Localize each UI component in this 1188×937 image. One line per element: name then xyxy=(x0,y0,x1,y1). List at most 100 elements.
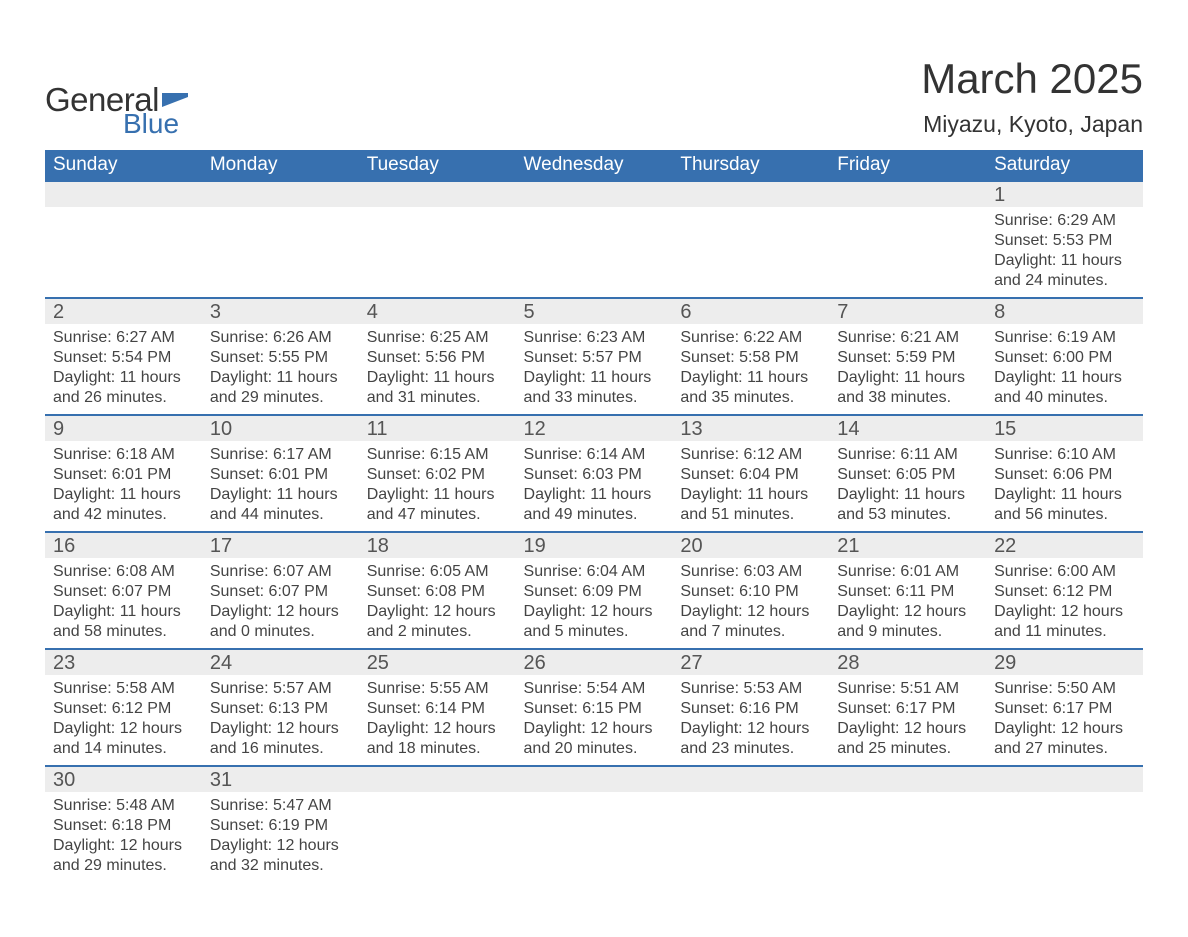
day-d1: Daylight: 11 hours xyxy=(367,485,508,505)
day-number-cell: 18 xyxy=(359,532,516,558)
day-number-cell: 15 xyxy=(986,415,1143,441)
day-d1: Daylight: 11 hours xyxy=(994,251,1135,271)
day-sunset: Sunset: 6:01 PM xyxy=(53,465,194,485)
day-sunset: Sunset: 6:17 PM xyxy=(837,699,978,719)
day-d2: and 31 minutes. xyxy=(367,388,508,408)
day-number: 2 xyxy=(45,299,202,324)
day-number-cell: 28 xyxy=(829,649,986,675)
day-number: 28 xyxy=(829,650,986,675)
day-number-cell: 9 xyxy=(45,415,202,441)
empty-cell xyxy=(45,181,202,207)
day-number-cell: 14 xyxy=(829,415,986,441)
day-sunrise: Sunrise: 5:58 AM xyxy=(53,679,194,699)
day-sunset: Sunset: 6:12 PM xyxy=(994,582,1135,602)
day-d2: and 56 minutes. xyxy=(994,505,1135,525)
day-number-cell: 19 xyxy=(516,532,673,558)
day-number-cell: 27 xyxy=(672,649,829,675)
day-number: 26 xyxy=(516,650,673,675)
day-number: 12 xyxy=(516,416,673,441)
day-sunrise: Sunrise: 6:14 AM xyxy=(524,445,665,465)
empty-cell xyxy=(829,766,986,792)
day-number: 21 xyxy=(829,533,986,558)
day-sunset: Sunset: 6:13 PM xyxy=(210,699,351,719)
title-block: March 2025 Miyazu, Kyoto, Japan xyxy=(921,55,1143,138)
day-d2: and 2 minutes. xyxy=(367,622,508,642)
day-sunset: Sunset: 6:10 PM xyxy=(680,582,821,602)
day-number: 30 xyxy=(45,767,202,792)
day-d1: Daylight: 11 hours xyxy=(210,485,351,505)
header: General Blue March 2025 Miyazu, Kyoto, J… xyxy=(45,55,1143,138)
day-info-cell: Sunrise: 6:10 AMSunset: 6:06 PMDaylight:… xyxy=(986,441,1143,532)
day-sunset: Sunset: 6:08 PM xyxy=(367,582,508,602)
day-number: 14 xyxy=(829,416,986,441)
day-sunset: Sunset: 6:07 PM xyxy=(210,582,351,602)
day-d2: and 9 minutes. xyxy=(837,622,978,642)
day-info-cell: Sunrise: 6:18 AMSunset: 6:01 PMDaylight:… xyxy=(45,441,202,532)
day-sunrise: Sunrise: 6:03 AM xyxy=(680,562,821,582)
day-sunset: Sunset: 5:53 PM xyxy=(994,231,1135,251)
day-sunrise: Sunrise: 5:57 AM xyxy=(210,679,351,699)
day-number-cell: 13 xyxy=(672,415,829,441)
month-title: March 2025 xyxy=(921,55,1143,103)
day-d2: and 16 minutes. xyxy=(210,739,351,759)
day-sunrise: Sunrise: 6:12 AM xyxy=(680,445,821,465)
day-d1: Daylight: 12 hours xyxy=(680,719,821,739)
day-sunset: Sunset: 6:09 PM xyxy=(524,582,665,602)
day-info-cell: Sunrise: 6:00 AMSunset: 6:12 PMDaylight:… xyxy=(986,558,1143,649)
day-sunrise: Sunrise: 6:18 AM xyxy=(53,445,194,465)
day-d1: Daylight: 11 hours xyxy=(994,368,1135,388)
day-d2: and 7 minutes. xyxy=(680,622,821,642)
day-info-cell: Sunrise: 5:48 AMSunset: 6:18 PMDaylight:… xyxy=(45,792,202,882)
day-sunset: Sunset: 6:00 PM xyxy=(994,348,1135,368)
empty-cell xyxy=(359,766,516,792)
day-sunset: Sunset: 6:18 PM xyxy=(53,816,194,836)
day-sunrise: Sunrise: 6:25 AM xyxy=(367,328,508,348)
empty-cell xyxy=(986,792,1143,882)
day-number-cell: 31 xyxy=(202,766,359,792)
day-sunset: Sunset: 6:19 PM xyxy=(210,816,351,836)
empty-cell xyxy=(516,792,673,882)
day-number-cell: 17 xyxy=(202,532,359,558)
day-d1: Daylight: 12 hours xyxy=(837,719,978,739)
day-sunrise: Sunrise: 5:51 AM xyxy=(837,679,978,699)
day-info-cell: Sunrise: 5:57 AMSunset: 6:13 PMDaylight:… xyxy=(202,675,359,766)
day-d1: Daylight: 12 hours xyxy=(367,602,508,622)
day-number: 6 xyxy=(672,299,829,324)
day-d1: Daylight: 12 hours xyxy=(210,836,351,856)
day-d2: and 5 minutes. xyxy=(524,622,665,642)
day-number-cell: 20 xyxy=(672,532,829,558)
empty-cell xyxy=(672,766,829,792)
day-d2: and 27 minutes. xyxy=(994,739,1135,759)
day-info-cell: Sunrise: 6:04 AMSunset: 6:09 PMDaylight:… xyxy=(516,558,673,649)
day-d1: Daylight: 11 hours xyxy=(367,368,508,388)
day-number: 1 xyxy=(986,182,1143,207)
weekday-header: Monday xyxy=(202,150,359,181)
weekday-header: Tuesday xyxy=(359,150,516,181)
day-number: 18 xyxy=(359,533,516,558)
day-sunrise: Sunrise: 6:00 AM xyxy=(994,562,1135,582)
day-sunrise: Sunrise: 5:55 AM xyxy=(367,679,508,699)
day-sunset: Sunset: 6:11 PM xyxy=(837,582,978,602)
day-info-cell: Sunrise: 6:27 AMSunset: 5:54 PMDaylight:… xyxy=(45,324,202,415)
weekday-header: Thursday xyxy=(672,150,829,181)
day-d2: and 26 minutes. xyxy=(53,388,194,408)
day-number-cell: 30 xyxy=(45,766,202,792)
day-sunset: Sunset: 6:02 PM xyxy=(367,465,508,485)
day-info-cell: Sunrise: 6:22 AMSunset: 5:58 PMDaylight:… xyxy=(672,324,829,415)
day-sunset: Sunset: 5:57 PM xyxy=(524,348,665,368)
day-sunset: Sunset: 6:17 PM xyxy=(994,699,1135,719)
day-d2: and 25 minutes. xyxy=(837,739,978,759)
day-number-cell: 21 xyxy=(829,532,986,558)
day-sunrise: Sunrise: 6:29 AM xyxy=(994,211,1135,231)
day-sunset: Sunset: 6:04 PM xyxy=(680,465,821,485)
day-d2: and 44 minutes. xyxy=(210,505,351,525)
day-d1: Daylight: 11 hours xyxy=(524,368,665,388)
day-sunset: Sunset: 5:54 PM xyxy=(53,348,194,368)
day-info-cell: Sunrise: 6:25 AMSunset: 5:56 PMDaylight:… xyxy=(359,324,516,415)
day-sunrise: Sunrise: 6:10 AM xyxy=(994,445,1135,465)
empty-cell xyxy=(45,207,202,298)
day-sunset: Sunset: 6:14 PM xyxy=(367,699,508,719)
day-d1: Daylight: 11 hours xyxy=(994,485,1135,505)
day-sunset: Sunset: 6:15 PM xyxy=(524,699,665,719)
day-sunrise: Sunrise: 5:48 AM xyxy=(53,796,194,816)
